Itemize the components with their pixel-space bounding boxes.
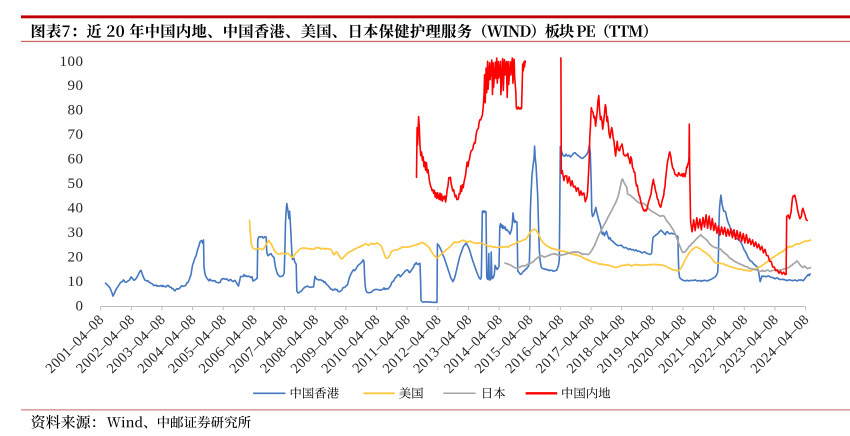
- svg-text:10: 10: [68, 274, 84, 290]
- svg-text:60: 60: [68, 152, 84, 168]
- svg-text:30: 30: [68, 225, 84, 241]
- svg-text:90: 90: [68, 78, 84, 94]
- svg-text:50: 50: [68, 176, 84, 192]
- svg-text:100: 100: [60, 54, 84, 70]
- svg-text:80: 80: [68, 103, 84, 119]
- svg-text:70: 70: [68, 127, 84, 143]
- svg-text:0: 0: [76, 299, 84, 315]
- svg-text:40: 40: [68, 201, 84, 217]
- svg-text:20: 20: [68, 250, 84, 266]
